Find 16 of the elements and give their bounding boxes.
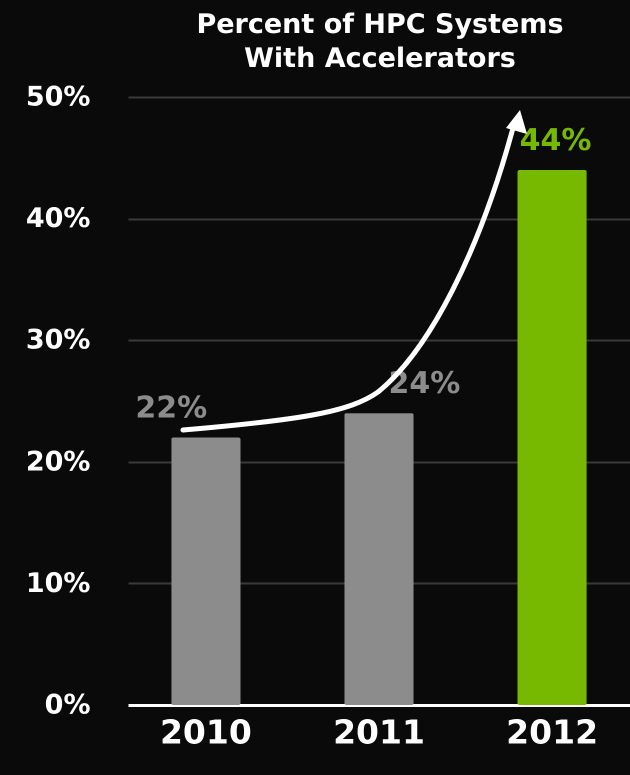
x-tick-label: 2010 — [160, 712, 252, 752]
y-tick-label: 40% — [26, 203, 90, 234]
chart-title: Percent of HPC Systems With Accelerators — [195, 8, 565, 76]
bar — [344, 413, 414, 705]
x-tick-label: 2011 — [333, 712, 425, 752]
bar — [171, 437, 241, 705]
y-tick-label: 0% — [44, 690, 90, 720]
y-tick-label: 50% — [26, 82, 90, 112]
data-label: 44% — [520, 122, 592, 158]
y-tick-label: 30% — [26, 324, 90, 356]
data-label: 22% — [135, 390, 208, 426]
bar — [517, 170, 587, 705]
y-tick-label: 10% — [26, 568, 90, 599]
x-tick-label: 2012 — [506, 712, 598, 752]
data-label: 24% — [388, 366, 460, 402]
y-tick-label: 20% — [26, 446, 90, 478]
